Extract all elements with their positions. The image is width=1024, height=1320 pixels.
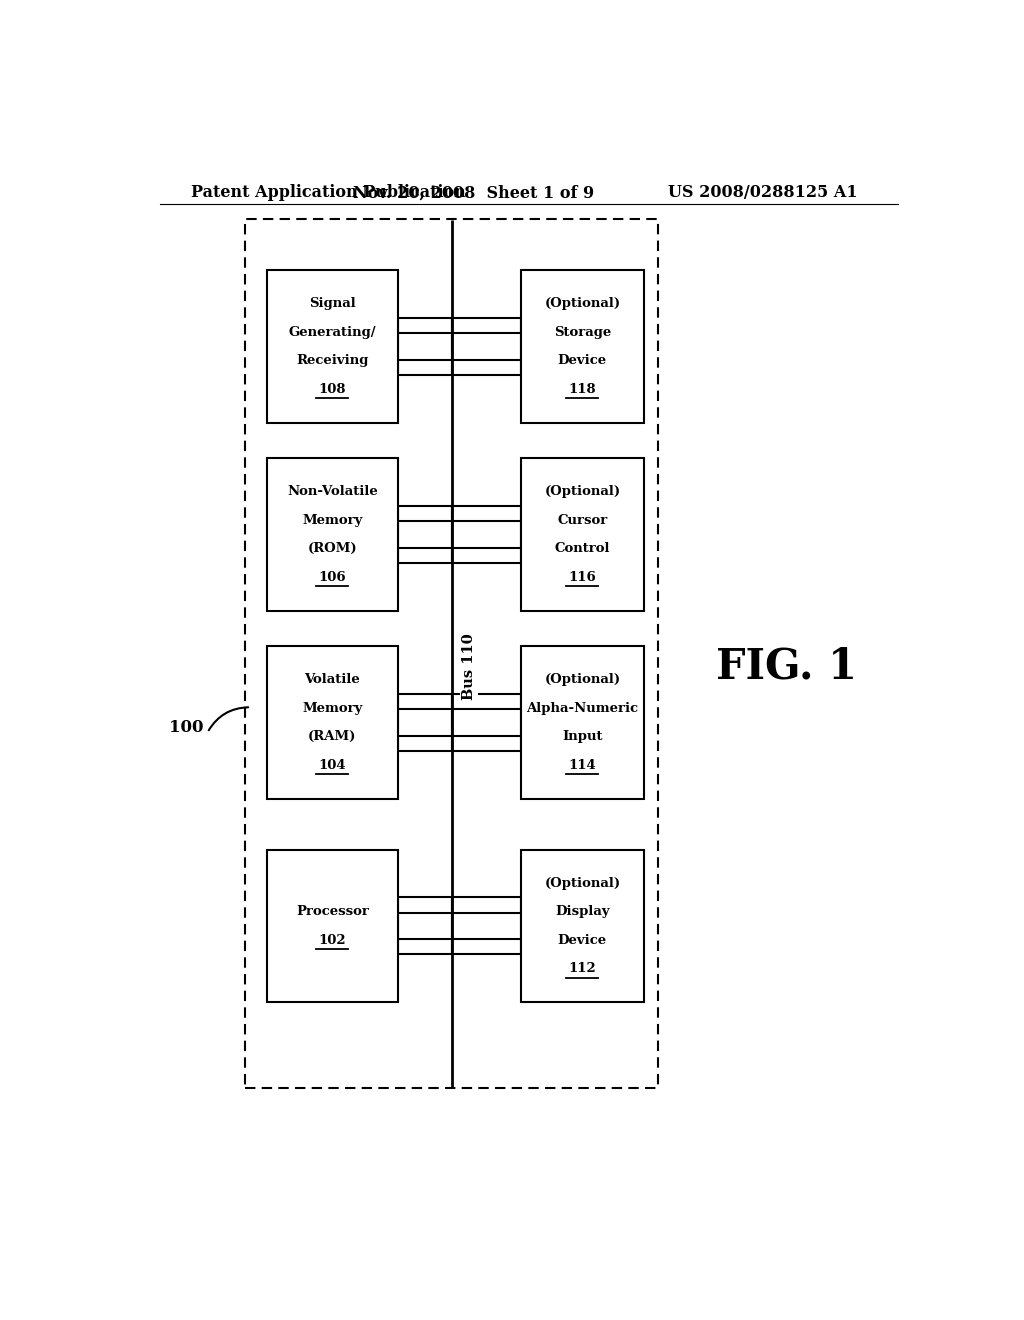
Text: (Optional): (Optional)	[545, 876, 621, 890]
Text: 106: 106	[318, 570, 346, 583]
Bar	[267, 647, 397, 799]
Text: (Optional): (Optional)	[545, 297, 621, 310]
Text: Volatile: Volatile	[304, 673, 360, 686]
Text: Receiving: Receiving	[296, 354, 369, 367]
Bar	[267, 850, 397, 1002]
Text: Signal: Signal	[309, 297, 355, 310]
Text: 100: 100	[169, 719, 204, 737]
Text: (Optional): (Optional)	[545, 486, 621, 498]
Text: Storage: Storage	[554, 326, 611, 339]
Text: Generating/: Generating/	[289, 326, 376, 339]
FancyArrowPatch shape	[209, 708, 248, 730]
Text: FIG. 1: FIG. 1	[716, 645, 857, 688]
Text: Alpha-Numeric: Alpha-Numeric	[526, 702, 638, 714]
Bar	[521, 458, 644, 611]
Text: 108: 108	[318, 383, 346, 396]
Text: (ROM): (ROM)	[307, 543, 357, 556]
Text: 118: 118	[568, 383, 596, 396]
Text: Cursor: Cursor	[557, 513, 607, 527]
Text: 104: 104	[318, 759, 346, 772]
Text: 116: 116	[568, 570, 596, 583]
Bar	[267, 458, 397, 611]
Bar	[521, 271, 644, 422]
Text: US 2008/0288125 A1: US 2008/0288125 A1	[668, 185, 858, 202]
Text: Non-Volatile: Non-Volatile	[287, 486, 378, 498]
Text: Device: Device	[558, 354, 607, 367]
Text: Processor: Processor	[296, 906, 369, 917]
Text: Control: Control	[555, 543, 610, 556]
Bar	[521, 647, 644, 799]
Text: 112: 112	[568, 962, 596, 975]
Text: Patent Application Publication: Patent Application Publication	[191, 185, 466, 202]
Text: (Optional): (Optional)	[545, 673, 621, 686]
Text: Memory: Memory	[302, 702, 362, 714]
Text: 102: 102	[318, 933, 346, 946]
Text: 114: 114	[568, 759, 596, 772]
Text: Memory: Memory	[302, 513, 362, 527]
Bar	[267, 271, 397, 422]
Text: Bus 110: Bus 110	[462, 634, 476, 700]
Text: Device: Device	[558, 933, 607, 946]
Text: Nov. 20, 2008  Sheet 1 of 9: Nov. 20, 2008 Sheet 1 of 9	[352, 185, 594, 202]
Text: Display: Display	[555, 906, 609, 917]
Bar	[246, 219, 658, 1089]
Text: (RAM): (RAM)	[308, 730, 356, 743]
Text: Input: Input	[562, 730, 602, 743]
Bar	[521, 850, 644, 1002]
